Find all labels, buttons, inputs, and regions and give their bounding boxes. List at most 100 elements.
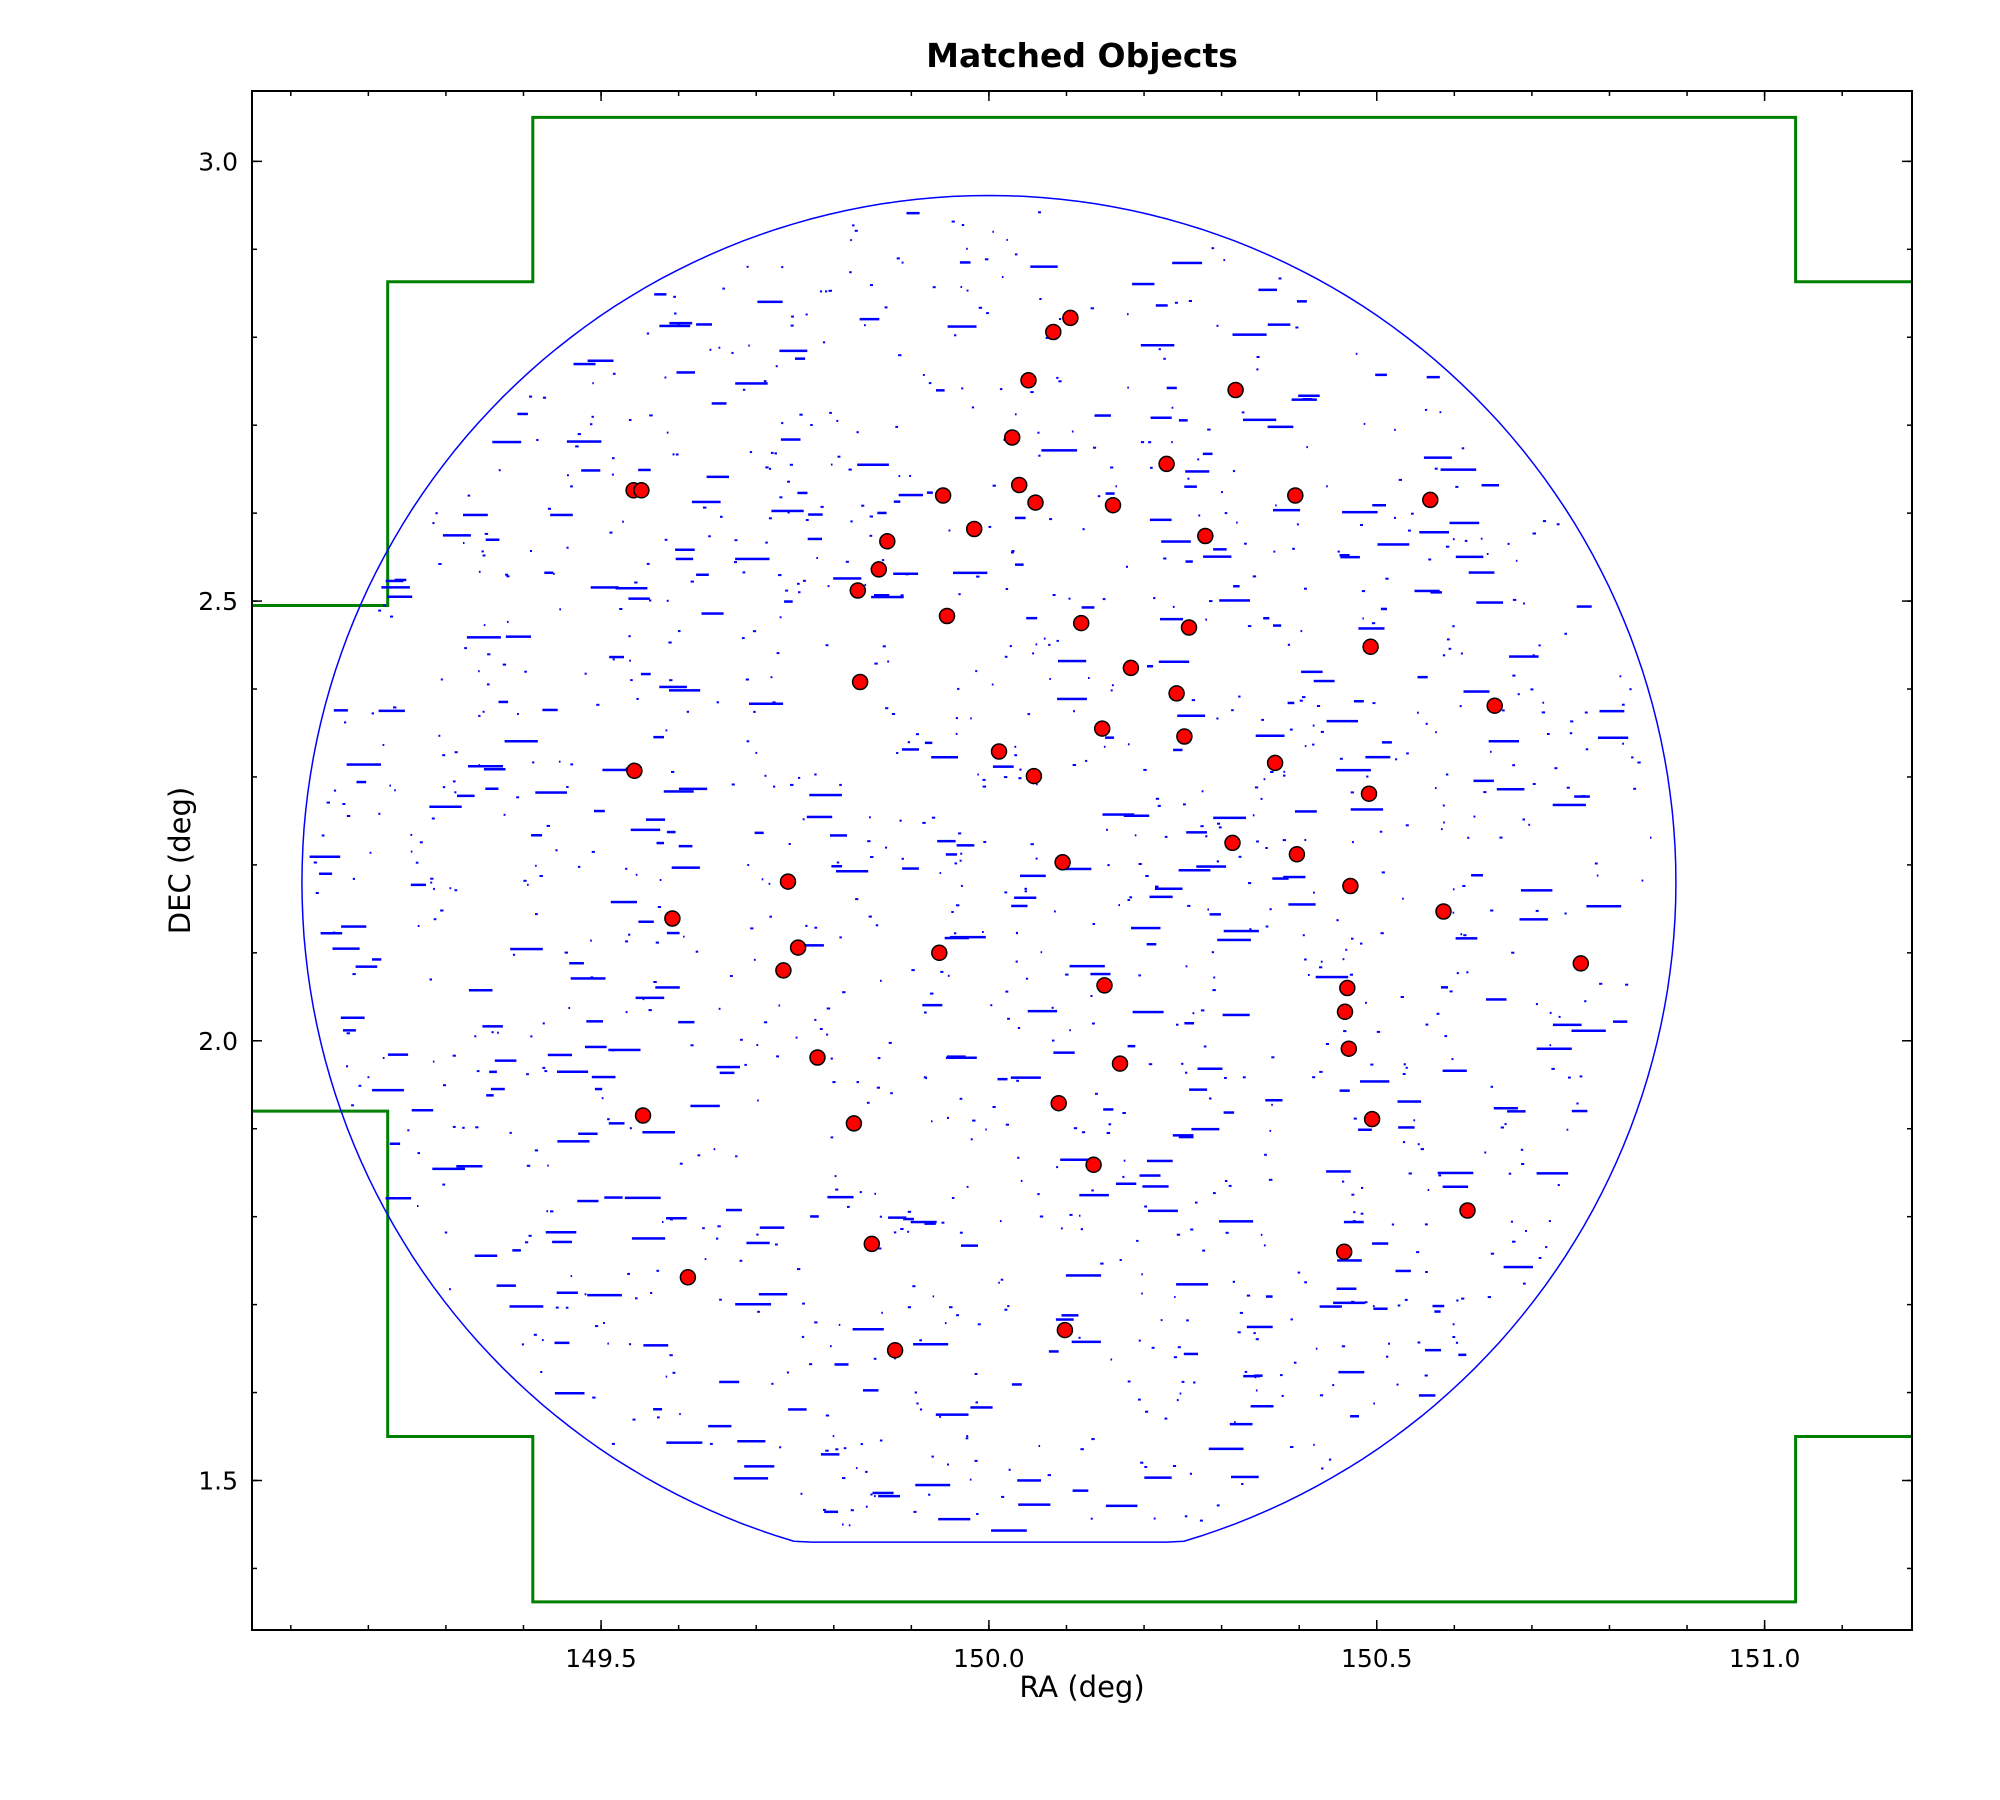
mask-dot [756,1044,759,1046]
mask-dot [992,484,996,487]
data-point [1339,979,1356,997]
mask-dot [965,1437,969,1440]
mask-dot [382,744,385,746]
mask-dash [735,557,770,561]
mask-dot [1504,1123,1507,1126]
mask-dot [1025,977,1029,980]
mask-dash [1173,748,1183,752]
mask-dash [852,1328,884,1331]
mask-dash [1503,1265,1533,1269]
mask-dot [966,289,969,292]
mask-dash [490,1087,505,1091]
mask-dot [649,414,653,417]
mask-dash [1026,616,1038,620]
mask-dot [1225,1231,1229,1234]
mask-dot [546,824,550,827]
mask-dot [1005,990,1009,993]
x-tick-label: 150.5 [1341,1644,1413,1673]
mask-dot [570,1275,573,1278]
mask-dot [1336,919,1339,922]
mask-dot [1177,1346,1181,1349]
mask-dot [662,1221,664,1223]
mask-dash [1014,896,1037,899]
mask-dot [1413,1119,1416,1122]
mask-dot [1490,750,1492,753]
mask-dash [1208,1447,1244,1451]
mask-dash [355,965,378,968]
mask-dot [679,1162,683,1165]
mask-dot [603,1322,605,1324]
mask-dot [788,843,791,845]
mask-dot [972,1119,976,1122]
mask-dash [1418,1394,1436,1397]
mask-dot [1256,356,1260,358]
mask-dot [961,224,965,226]
mask-dot [878,1247,882,1250]
mask-dot [1205,835,1208,838]
mask-dot [1342,958,1345,961]
mask-dot [478,670,480,673]
mask-dot [1011,550,1015,553]
mask-dash [1148,1209,1178,1213]
mask-dot [1313,1443,1315,1446]
mask-dash [1598,736,1629,739]
mask-dot [592,1396,596,1399]
mask-dash [486,1094,494,1097]
mask-dash [1365,755,1391,759]
mask-dot [826,1007,831,1010]
mask-dash [1094,414,1111,417]
mask-dash [947,1055,966,1058]
mask-dash [1425,1348,1441,1352]
mask-dot [367,1076,370,1079]
mask-dash [1496,788,1525,791]
mask-dot [1486,553,1489,555]
mask-dot [1372,1305,1375,1308]
mask-dot [800,1492,803,1495]
mask-dash [1202,452,1213,456]
mask-dash [552,1240,572,1244]
mask-dot [956,904,960,907]
mask-dot [1038,1445,1041,1447]
mask-dash [1217,938,1251,942]
mask-dot [746,740,750,743]
mask-dot [999,388,1003,391]
mask-dot [1187,477,1190,480]
mask-dot [948,529,951,532]
mask-dot [925,1077,928,1080]
mask-dot [822,341,826,344]
mask-dot [941,1221,945,1224]
mask-dash [1432,1304,1445,1308]
mask-dash [827,1195,854,1199]
mask-dot [870,1493,873,1496]
mask-dash [719,1071,735,1075]
mask-dot [801,1335,805,1338]
mask-dot [1019,768,1022,771]
mask-dot [1164,835,1168,838]
mask-dot [1397,1304,1401,1307]
mask-dash [341,925,367,928]
data-point [1335,1243,1353,1261]
footprint-outline [301,194,1677,1543]
mask-dot [931,1455,934,1458]
mask-dot [1247,625,1252,628]
mask-dot [1621,703,1625,706]
mask-dot [433,918,437,921]
mask-dash [1177,714,1206,717]
mask-dot [1650,836,1652,839]
mask-dot [1350,791,1354,794]
mask-dot [1006,238,1008,241]
mask-dot [1361,590,1366,593]
mask-dot [781,266,784,269]
mask-dot [1151,1346,1155,1349]
mask-dot [720,515,723,518]
mask-dot [847,1205,850,1208]
mask-dot [1265,925,1269,928]
mask-dash [550,513,573,517]
mask-dash [1398,1126,1415,1129]
mask-dot [1339,757,1343,760]
mask-dot [1005,1123,1009,1126]
mask-dash [468,765,503,768]
mask-dash [492,440,522,444]
mask-dash [1414,589,1440,593]
mask-dash [1272,877,1289,880]
